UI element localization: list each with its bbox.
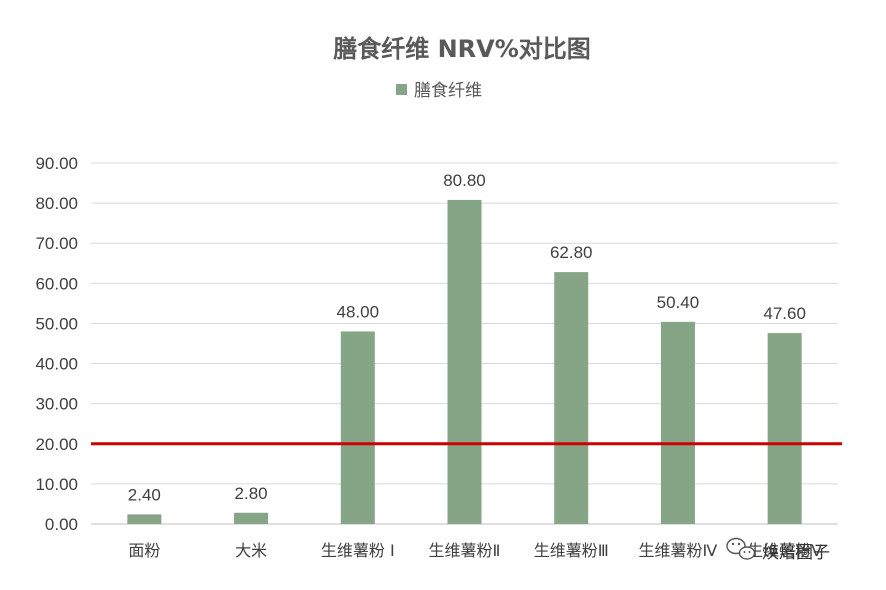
bar — [340, 331, 375, 524]
y-tick-label: 80.00 — [35, 194, 78, 213]
x-tick-label: 大米 — [235, 541, 267, 560]
watermark-text: 焕焙圈子 — [762, 543, 830, 563]
data-label: 2.80 — [235, 484, 268, 503]
wechat-icon — [726, 537, 756, 560]
y-tick-label: 50.00 — [35, 314, 78, 333]
y-tick-label: 20.00 — [35, 435, 78, 454]
y-tick-label: 90.00 — [35, 154, 78, 173]
x-tick-label: 生维薯粉Ⅱ — [429, 541, 501, 560]
bars — [127, 199, 802, 524]
y-tick-label: 70.00 — [35, 234, 78, 253]
data-labels: 2.40 2.80 48.00 80.80 62.80 50.40 47.60 — [128, 171, 806, 504]
y-axis-ticks: 0.00 10.00 20.00 30.00 40.00 50.00 60.00 70.00 8… — [35, 154, 78, 534]
bar — [767, 333, 802, 524]
bar — [127, 514, 162, 524]
x-tick-label: 面粉 — [128, 541, 160, 560]
watermark: 焕焙圈子 — [726, 537, 830, 563]
legend-swatch — [396, 84, 407, 95]
legend-label: 膳食纤维 — [414, 81, 482, 101]
bar — [660, 321, 695, 524]
bar — [447, 199, 482, 524]
bar — [554, 272, 589, 524]
chart-title: 膳食纤维 NRV%对比图 — [333, 35, 591, 63]
y-tick-label: 60.00 — [35, 274, 78, 293]
data-label: 48.00 — [337, 302, 380, 321]
y-tick-label: 0.00 — [45, 515, 78, 534]
x-tick-label: 生维薯粉Ⅴ — [747, 541, 822, 560]
y-tick-label: 40.00 — [35, 355, 78, 374]
legend: 膳食纤维 — [396, 81, 482, 101]
x-tick-label: 生维薯粉Ⅲ — [534, 541, 609, 560]
data-label: 62.80 — [550, 243, 593, 262]
data-label: 50.40 — [657, 293, 700, 312]
data-label: 80.80 — [443, 171, 486, 190]
x-tick-label: 生维薯粉 Ⅰ — [321, 541, 395, 560]
data-label: 47.60 — [763, 304, 806, 323]
y-tick-label: 10.00 — [35, 475, 78, 494]
x-axis-labels: 面粉 大米 生维薯粉 Ⅰ 生维薯粉Ⅱ 生维薯粉Ⅲ 生维薯粉Ⅳ 生维薯粉Ⅴ — [128, 541, 822, 560]
bar — [234, 512, 269, 524]
x-tick-label: 生维薯粉Ⅳ — [639, 541, 718, 560]
y-tick-label: 30.00 — [35, 395, 78, 414]
data-label: 2.40 — [128, 485, 161, 504]
